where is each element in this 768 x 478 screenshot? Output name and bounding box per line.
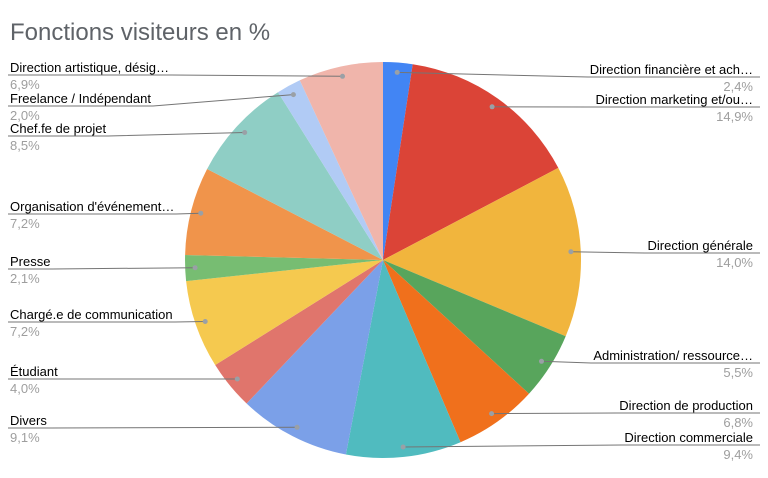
pie-slice[interactable] [383,167,582,337]
slice-label: Chef.fe de projet [10,121,107,136]
pie-slice[interactable] [383,61,413,261]
slice-value: 4,0% [10,381,40,396]
leader-dot [489,104,495,110]
leader-dot [290,92,296,98]
pie-slice[interactable] [278,80,383,260]
pie-slice[interactable] [246,260,383,455]
leader-line [403,444,760,448]
slice-value: 7,2% [10,324,40,339]
pie-slice[interactable] [345,260,461,459]
slice-label: Direction marketing et/ou… [595,92,753,107]
pie-slice[interactable] [383,64,559,260]
pie-slice[interactable] [207,92,383,260]
pie-slice[interactable] [186,260,383,365]
slice-value: 6,8% [723,415,753,430]
slice-label: Organisation d'événement… [10,199,175,214]
slice-value: 8,5% [10,138,40,153]
callout-divers: Divers 9,1% [10,414,47,445]
leader-line [397,71,760,78]
slice-label: Divers [10,413,47,428]
leader-line [8,426,298,429]
leader-line [8,132,245,137]
leader-dot [568,249,574,255]
leader-line [8,321,206,323]
slice-label: Direction financière et ach… [589,62,753,77]
pie-slice[interactable] [185,169,383,260]
slice-value: 6,9% [10,77,40,92]
callout-administration-ressources: Administration/ ressource… 5,5% [593,349,753,380]
slice-label: Freelance / Indépendant [10,91,151,106]
callout-organisation-evenement: Organisation d'événement… 7,2% [10,200,174,231]
slice-label: Étudiant [10,364,58,379]
slice-label: Presse [10,254,51,269]
slice-label: Direction commerciale [624,430,753,445]
slice-value: 2,0% [10,108,40,123]
leader-line [8,74,343,77]
callout-direction-commerciale: Direction commerciale 9,4% [624,431,753,462]
callout-etudiant: Étudiant 4,0% [10,365,58,396]
leader-line [491,412,760,415]
pie-slice[interactable] [215,260,383,404]
callout-direction-production: Direction de production 6,8% [619,399,753,430]
leader-line [541,360,760,364]
callout-freelance: Freelance / Indépendant 2,0% [10,92,151,123]
leader-dot [202,319,208,324]
callout-direction-financiere: Direction financière et ach… 2,4% [590,63,753,94]
slice-label: Administration/ ressource… [593,348,753,363]
leader-line [570,251,760,254]
callout-presse: Presse 2,1% [10,255,50,286]
pie-slice[interactable] [383,260,566,394]
chart-title: Fonctions visiteurs en % [10,19,271,46]
slice-value: 14,9% [716,109,753,124]
pie-slice[interactable] [299,61,383,261]
slice-label: Direction générale [647,238,753,253]
callout-charge-communication: Chargé.e de communication 7,2% [10,308,173,339]
slice-value: 9,1% [10,430,40,445]
callout-chef-projet: Chef.fe de projet 8,5% [10,122,106,153]
slice-value: 7,2% [10,216,40,231]
callout-direction-marketing: Direction marketing et/ou… 14,9% [595,93,753,124]
leader-dot [394,69,400,75]
slice-value: 2,4% [723,79,753,94]
slice-value: 2,1% [10,271,40,286]
leader-dot [242,130,248,135]
slice-label: Direction artistique, désig… [10,60,169,75]
leader-dot [340,73,345,79]
callout-direction-artistique: Direction artistique, désig… 6,9% [10,61,169,92]
leader-dot [294,424,300,430]
leader-line [8,267,196,270]
leader-line [8,94,294,107]
slice-label: Direction de production [619,398,753,413]
leader-dot [489,411,495,417]
leader-line [8,212,201,215]
callout-direction-generale: Direction générale 14,0% [647,239,753,270]
slice-value: 5,5% [723,365,753,380]
pie-slice[interactable] [185,255,383,282]
leader-dot [198,210,204,216]
leader-dot [539,358,544,364]
leader-dot [400,444,406,450]
slice-value: 14,0% [716,255,753,270]
slice-label: Chargé.e de communication [10,307,173,322]
pie-slice[interactable] [383,260,529,443]
leader-dot [192,265,198,271]
leader-dot [234,376,240,382]
slice-value: 9,4% [723,447,753,462]
